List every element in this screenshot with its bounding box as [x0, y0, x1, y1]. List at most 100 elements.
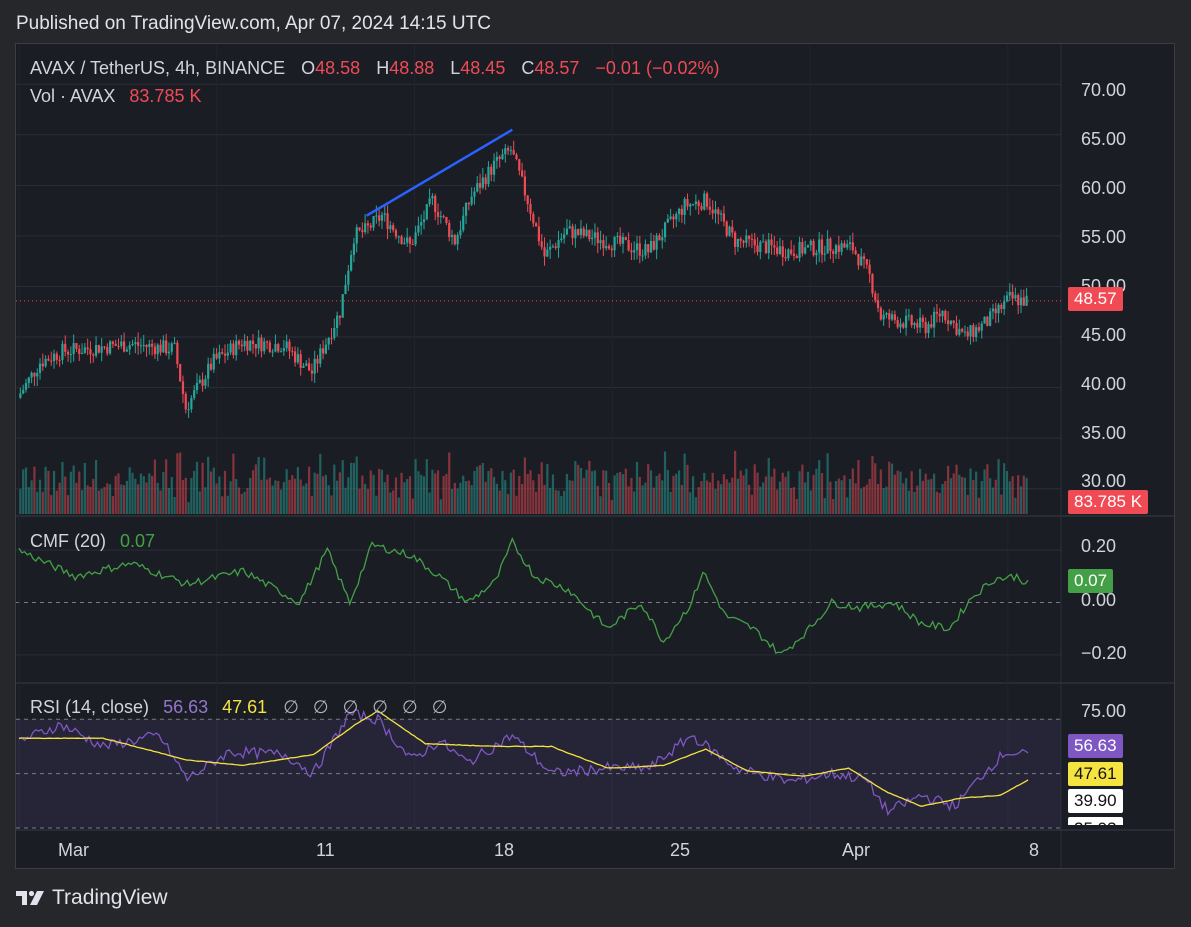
open-value: 48.58 [315, 58, 361, 78]
volume-bar [265, 479, 269, 514]
rsi-label[interactable]: RSI (14, close) [30, 697, 150, 717]
published-caption: Published on TradingView.com, Apr 07, 20… [16, 13, 491, 34]
candle-body [560, 238, 563, 241]
price-tick: 55.00 [1081, 227, 1127, 247]
volume-bar [591, 471, 594, 514]
volume-bar [431, 469, 434, 514]
candle-body [162, 340, 165, 353]
candle-body [857, 254, 860, 266]
volume-bar [481, 462, 484, 514]
volume-bar [647, 464, 650, 514]
chart-canvas[interactable] [16, 44, 1174, 868]
candle-body [302, 365, 305, 368]
candle-body [27, 377, 30, 383]
candle-body [591, 237, 594, 240]
candle-body [36, 372, 39, 377]
candle-body [38, 363, 42, 373]
candle-body [204, 378, 207, 386]
volume-bar [117, 473, 120, 514]
candle-body [512, 150, 515, 155]
candle-body [1022, 297, 1025, 306]
volume-bar [708, 482, 711, 514]
candle-body [495, 156, 498, 161]
candle-body [947, 320, 950, 325]
candle-body [579, 228, 583, 235]
volume-bar [41, 491, 44, 514]
volume-bar [551, 474, 555, 514]
candle-body [422, 219, 426, 223]
candle-body [209, 363, 213, 370]
volume-bar [843, 475, 846, 514]
volume-bar [593, 470, 597, 514]
rsi-ma-value: 47.61 [222, 697, 268, 717]
candle-body [487, 166, 490, 185]
volume-bar [442, 475, 445, 514]
cmf-line [18, 537, 1029, 654]
symbol-label[interactable]: AVAX / TetherUS, 4h, BINANCE [30, 58, 286, 78]
candle-body [484, 177, 487, 185]
candle-body [776, 247, 779, 254]
candle-body [450, 235, 454, 238]
candle-body [613, 236, 616, 251]
volume-bar [986, 464, 989, 514]
candle-body [694, 201, 697, 204]
candle-body [167, 351, 171, 354]
volume-bar [834, 481, 838, 514]
candle-body [111, 341, 114, 344]
candle-body [764, 241, 768, 254]
rsi-last-badge: 56.63 [1068, 734, 1123, 758]
candle-body [571, 226, 574, 239]
volume-bar [484, 481, 487, 514]
candle-body [442, 216, 445, 218]
candle-body [355, 227, 358, 244]
candle-body [860, 256, 863, 266]
volume-bar [977, 497, 981, 514]
volume-bar [159, 490, 162, 514]
volume-bar [832, 499, 835, 514]
candle-body [173, 342, 176, 344]
volume-bar [941, 484, 944, 514]
price-tick: 60.00 [1081, 178, 1127, 198]
volume-label[interactable]: Vol · AVAX [30, 86, 116, 106]
volume-bar [403, 482, 406, 514]
volume-bar [260, 479, 263, 514]
candle-body [428, 198, 431, 205]
volume-bar [736, 478, 740, 514]
volume-bar [179, 452, 182, 514]
candle-body [700, 206, 703, 210]
rsi-cut-badge: 35.93 [1068, 817, 1123, 825]
volume-bar [235, 479, 238, 514]
candle-body [851, 242, 854, 251]
candle-body [120, 341, 123, 347]
cmf-label[interactable]: CMF (20) [30, 531, 106, 551]
candle-body [313, 358, 316, 374]
volume-bar [263, 457, 266, 514]
candle-body [232, 343, 235, 356]
volume-bar [137, 484, 140, 514]
tradingview-logo[interactable]: TradingView [16, 886, 168, 910]
volume-bar [1003, 463, 1006, 514]
time-label: 18 [494, 840, 515, 860]
volume-bar [369, 470, 372, 514]
volume-bar [94, 460, 98, 514]
empty-symbol: ∅ [342, 697, 359, 717]
candle-body [322, 348, 325, 354]
volume-bar [324, 474, 328, 514]
volume-value: 83.785 K [129, 86, 202, 106]
volume-bar [417, 471, 420, 514]
candle-body [372, 215, 375, 228]
candle-body [778, 246, 782, 254]
brand-name: TradingView [52, 886, 168, 909]
volume-bar [904, 478, 908, 514]
volume-bar [103, 487, 106, 514]
candle-body [577, 229, 580, 235]
candle-body [795, 256, 798, 259]
candle-body [725, 221, 728, 236]
volume-bar [341, 460, 344, 514]
candle-body [728, 226, 731, 236]
candle-body [893, 314, 896, 321]
volume-bar [540, 462, 543, 514]
volume-bar [111, 496, 114, 514]
candle-body [927, 323, 930, 334]
volume-bar [170, 477, 173, 514]
